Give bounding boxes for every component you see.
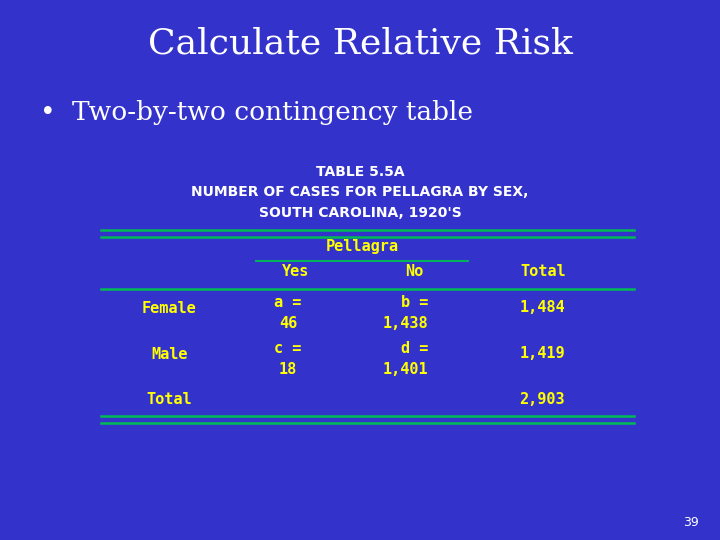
Text: d =: d =	[401, 341, 428, 356]
Text: a =: a =	[274, 295, 302, 310]
Text: TABLE 5.5A: TABLE 5.5A	[315, 165, 405, 179]
Text: Two-by-two contingency table: Two-by-two contingency table	[72, 100, 473, 125]
Text: Total: Total	[146, 392, 192, 407]
Text: c =: c =	[274, 341, 302, 356]
Text: 18: 18	[279, 362, 297, 377]
Text: 1,401: 1,401	[383, 362, 428, 377]
Text: 1,419: 1,419	[520, 346, 565, 361]
Text: b =: b =	[401, 295, 428, 310]
Text: NUMBER OF CASES FOR PELLAGRA BY SEX,: NUMBER OF CASES FOR PELLAGRA BY SEX,	[192, 185, 528, 199]
Text: 46: 46	[279, 316, 297, 332]
Text: 39: 39	[683, 516, 698, 529]
Text: Yes: Yes	[282, 264, 309, 279]
Text: 2,903: 2,903	[520, 392, 565, 407]
Text: No: No	[405, 264, 423, 279]
Text: 1,438: 1,438	[383, 316, 428, 332]
Text: Female: Female	[142, 301, 197, 316]
Text: Pellagra: Pellagra	[325, 239, 398, 254]
Text: 1,484: 1,484	[520, 300, 565, 315]
Text: •: •	[40, 100, 55, 125]
Text: SOUTH CAROLINA, 1920'S: SOUTH CAROLINA, 1920'S	[258, 206, 462, 220]
Text: Total: Total	[521, 264, 567, 279]
Text: Calculate Relative Risk: Calculate Relative Risk	[148, 27, 572, 61]
Text: Male: Male	[151, 347, 187, 362]
